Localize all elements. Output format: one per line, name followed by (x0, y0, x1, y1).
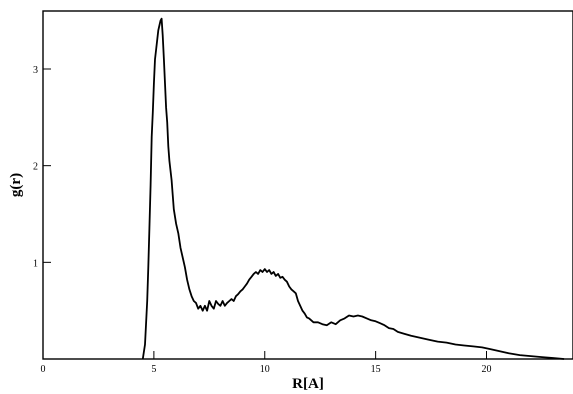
x-axis-ticks: 0 5 10 15 20 (41, 351, 492, 375)
x-tick-label: 5 (151, 364, 156, 375)
y-axis-ticks: 1 2 3 (33, 65, 51, 269)
series-line (141, 17, 565, 360)
y-tick-label: 3 (33, 65, 38, 76)
y-axis-title: g(r) (8, 173, 24, 197)
x-tick-label: 10 (260, 364, 270, 375)
y-tick-label: 1 (33, 258, 38, 269)
x-tick-label: 0 (41, 364, 46, 375)
x-tick-label: 15 (371, 364, 381, 375)
x-tick-label: 20 (482, 364, 492, 375)
x-axis-title: R[A] (292, 376, 324, 392)
y-tick-label: 2 (33, 162, 38, 173)
plot-frame (42, 10, 573, 360)
